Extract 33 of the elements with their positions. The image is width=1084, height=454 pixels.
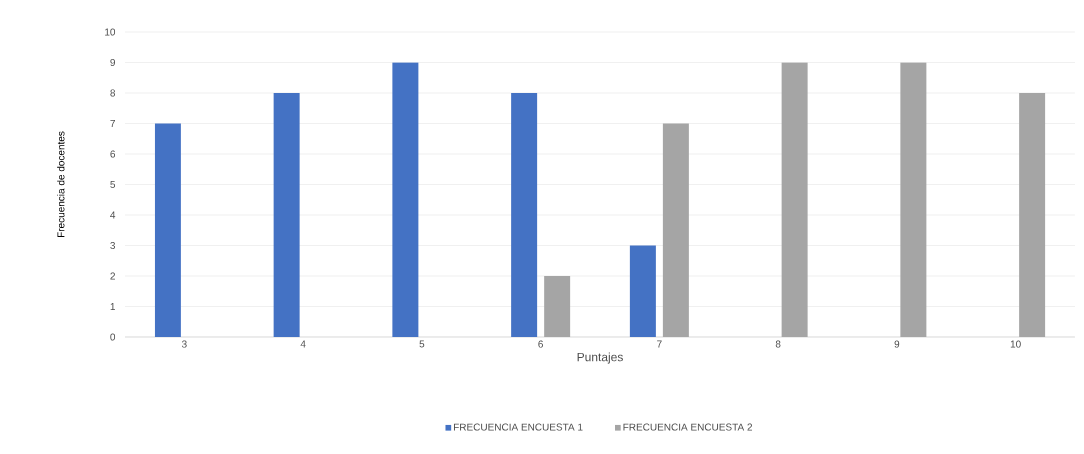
y-tick-label: 5 [110, 181, 116, 188]
bar [1019, 92, 1046, 337]
y-tick-label: 1 [110, 303, 115, 310]
legend-label: FRECUENCIA ENCUESTA 2 [623, 423, 753, 431]
y-tick-label: 4 [110, 211, 116, 219]
bar [544, 275, 571, 337]
x-tick-label: 10 [1010, 340, 1021, 348]
y-tick-label: 0 [110, 333, 116, 341]
x-tick-label: 3 [181, 340, 187, 348]
bar [900, 62, 927, 337]
x-tick-label: 6 [538, 340, 543, 348]
x-tick-label: 7 [657, 340, 662, 348]
y-tick-label: 3 [110, 241, 116, 250]
y-tick-label: 7 [110, 120, 115, 127]
bar [511, 92, 538, 337]
y-tick-label: 2 [110, 272, 115, 280]
x-tick-label: 5 [419, 340, 425, 348]
y-axis-title: Frecuencia de docentes [57, 131, 65, 238]
bar [273, 92, 300, 337]
legend-label: FRECUENCIA ENCUESTA 1 [453, 423, 583, 431]
y-tick-label: 8 [110, 89, 116, 97]
bar [781, 62, 808, 337]
bar [629, 245, 656, 337]
x-tick-label: 4 [300, 340, 306, 348]
x-tick-label: 9 [894, 340, 900, 348]
y-tick-label: 9 [110, 58, 116, 67]
y-tick-label: 6 [110, 150, 116, 158]
bar [154, 123, 181, 337]
x-tick-label: 8 [775, 340, 781, 348]
bar [392, 62, 419, 337]
y-tick-label: 10 [105, 28, 116, 36]
bar [662, 123, 689, 337]
x-axis-title: Puntajes [577, 352, 623, 364]
